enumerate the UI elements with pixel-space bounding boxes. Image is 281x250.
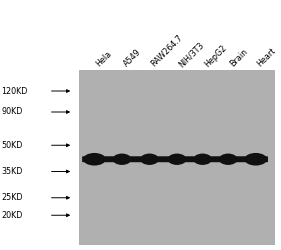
Text: NIH/3T3: NIH/3T3 xyxy=(177,40,206,69)
Text: Heart: Heart xyxy=(256,46,278,69)
Text: RAW264.7: RAW264.7 xyxy=(149,34,185,69)
Text: 90KD: 90KD xyxy=(2,108,23,116)
Ellipse shape xyxy=(83,153,106,166)
Text: 20KD: 20KD xyxy=(2,211,23,220)
Ellipse shape xyxy=(113,154,131,165)
Ellipse shape xyxy=(244,153,267,166)
Ellipse shape xyxy=(219,154,237,165)
Ellipse shape xyxy=(168,154,186,165)
Ellipse shape xyxy=(193,154,212,165)
Text: 50KD: 50KD xyxy=(2,141,23,150)
Text: HepG2: HepG2 xyxy=(203,43,228,69)
Text: Brain: Brain xyxy=(228,48,250,69)
Text: A549: A549 xyxy=(122,48,143,69)
Text: Hela: Hela xyxy=(94,50,114,69)
FancyBboxPatch shape xyxy=(82,156,268,162)
Ellipse shape xyxy=(140,154,159,165)
Text: 120KD: 120KD xyxy=(2,86,28,96)
Text: 35KD: 35KD xyxy=(2,167,23,176)
Text: 25KD: 25KD xyxy=(2,193,23,202)
